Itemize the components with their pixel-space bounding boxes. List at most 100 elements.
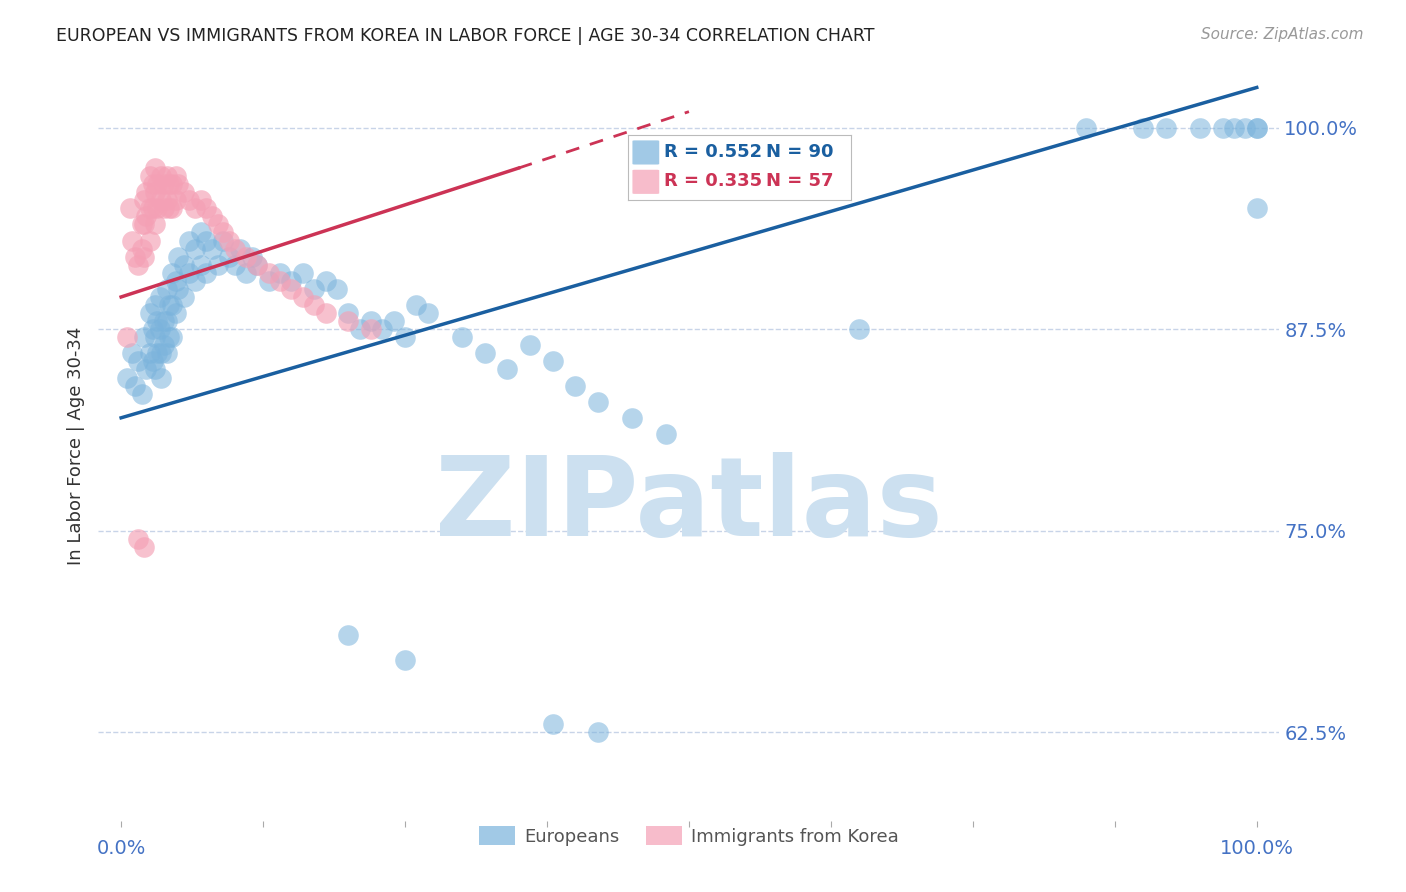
Point [360,322,382,336]
Point [416,306,439,320]
Point [337,628,360,642]
Point [155,282,177,296]
Y-axis label: In Labor Force | Age 30-34: In Labor Force | Age 30-34 [66,326,84,566]
Point [142,177,165,191]
Point [131,218,153,232]
Point [257,274,280,288]
Point [149,169,172,183]
Point [124,250,146,264]
Point [165,194,187,208]
Point [371,322,394,336]
Point [115,330,138,344]
Text: N = 90: N = 90 [766,144,834,161]
Point [1212,120,1234,135]
Point [195,266,218,280]
Point [127,258,149,272]
Point [280,274,302,288]
Point [138,346,160,360]
Point [190,258,212,272]
Point [240,250,263,264]
Point [143,161,166,175]
Point [179,234,201,248]
Point [153,177,176,191]
Point [131,386,153,401]
Point [138,202,160,216]
Point [149,346,172,360]
Text: 0.0%: 0.0% [97,839,146,858]
Point [121,346,143,360]
Point [195,234,218,248]
Point [337,314,360,328]
Point [212,226,235,240]
Point [212,234,235,248]
Text: R = 0.335: R = 0.335 [664,172,762,191]
FancyBboxPatch shape [633,169,659,194]
Point [349,322,371,336]
Text: EUROPEAN VS IMMIGRANTS FROM KOREA IN LABOR FORCE | AGE 30-34 CORRELATION CHART: EUROPEAN VS IMMIGRANTS FROM KOREA IN LAB… [56,27,875,45]
Point [149,194,172,208]
Point [173,290,195,304]
Point [360,314,382,328]
Point [132,194,155,208]
Point [115,370,138,384]
Point [655,426,678,441]
Point [224,242,246,256]
Point [165,274,187,288]
Point [382,314,405,328]
Point [127,354,149,368]
Point [541,354,564,368]
Point [302,298,325,312]
Point [519,338,541,352]
Point [146,314,169,328]
Point [135,185,157,199]
Point [474,346,496,360]
Point [167,250,190,264]
Point [132,540,155,554]
Point [496,362,519,376]
Point [195,202,218,216]
Text: R = 0.552: R = 0.552 [664,144,762,161]
Point [326,282,349,296]
Text: ZIPatlas: ZIPatlas [434,452,943,559]
Text: N = 57: N = 57 [766,172,834,191]
Point [153,338,176,352]
Point [149,290,172,304]
Point [235,250,257,264]
Point [143,218,166,232]
Point [132,218,155,232]
Point [153,202,176,216]
Point [1246,202,1268,216]
Point [157,202,180,216]
Point [291,266,314,280]
Point [138,234,160,248]
Point [269,274,291,288]
Text: 100.0%: 100.0% [1220,839,1294,858]
Point [149,370,172,384]
Point [142,354,165,368]
Point [1246,120,1268,135]
Point [586,725,609,739]
Point [179,194,201,208]
Point [179,266,201,280]
Point [224,258,246,272]
Point [201,242,224,256]
Point [257,266,280,280]
Point [142,202,165,216]
Point [280,282,302,296]
Point [190,226,212,240]
Point [190,194,212,208]
Point [564,378,586,392]
Point [138,306,160,320]
Point [157,177,180,191]
Point [162,177,183,191]
Point [1234,120,1257,135]
Point [157,330,180,344]
Point [143,298,166,312]
Point [162,330,183,344]
Point [1076,120,1098,135]
Point [315,274,337,288]
Point [155,194,177,208]
Point [135,362,157,376]
Point [155,169,177,183]
Point [135,210,157,224]
